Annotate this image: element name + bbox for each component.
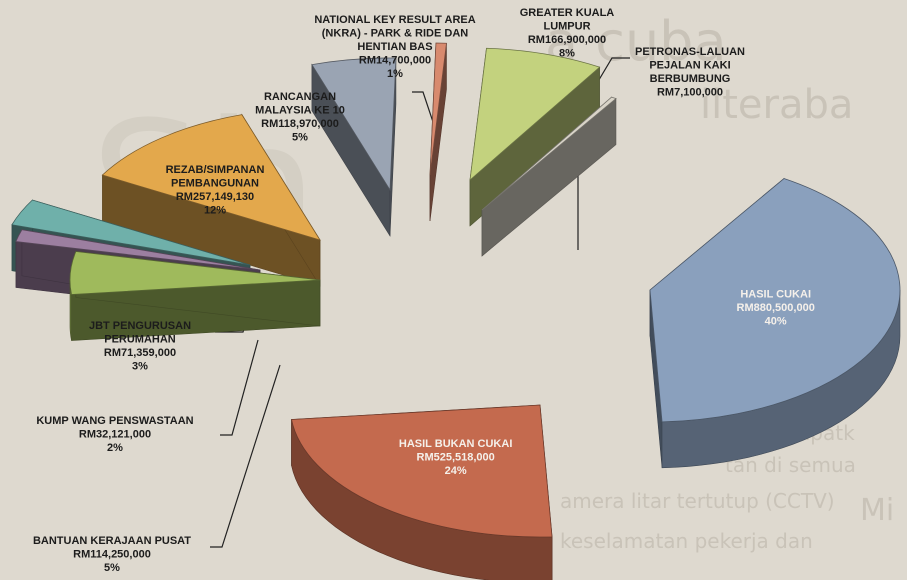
slice-labels: HASIL CUKAI RM880,500,000 40% HASIL BUKAN C… bbox=[33, 7, 815, 574]
slice-label: HASIL BUKAN CUKAI RM525,518,000 24% bbox=[399, 438, 512, 477]
pie-slice-top bbox=[481, 96, 617, 211]
slice-label: KUMP WANG PENSWASTAAN RM32,121,000 2% bbox=[36, 415, 193, 454]
pie-slice-top bbox=[101, 114, 321, 241]
slice-label-line: PEJALAN KAKI bbox=[649, 60, 730, 72]
slice-label-line: NATIONAL KEY RESULT AREA bbox=[314, 14, 475, 26]
pie-slice bbox=[101, 113, 321, 288]
slice-label-line: PETRONAS-LALUAN bbox=[635, 46, 745, 58]
slice-label-line: PEMBANGUNAN bbox=[171, 178, 259, 190]
pie-slice bbox=[481, 96, 617, 257]
slice-label: PETRONAS-LALUAN PEJALAN KAKI BERBUMBUNG RM7… bbox=[635, 46, 745, 99]
bg-text-7: Mi bbox=[860, 493, 894, 528]
slice-label: JBT PENGURUSAN PERUMAHAN RM71,359,000 3% bbox=[89, 320, 191, 373]
slice-label-line: RM118,970,000 bbox=[261, 118, 339, 130]
leader-line bbox=[220, 339, 259, 436]
pie-slice bbox=[311, 57, 397, 238]
slice-label-line: 2% bbox=[107, 442, 123, 454]
pie-slice-top bbox=[649, 178, 901, 423]
slice-label-line: 1% bbox=[387, 68, 403, 80]
slice-label-line: 5% bbox=[104, 562, 120, 574]
pie-slice-top bbox=[15, 229, 261, 271]
slice-label-line: RM71,359,000 bbox=[104, 347, 176, 359]
pie-slice bbox=[469, 47, 601, 227]
slice-label: NATIONAL KEY RESULT AREA (NKRA) - PARK & … bbox=[314, 14, 475, 80]
slice-label: GREATER KUALA LUMPUR RM166,900,000 8% bbox=[520, 7, 615, 60]
pie-slice-top bbox=[291, 404, 553, 538]
slice-label-line: 40% bbox=[765, 316, 787, 328]
leader-line bbox=[412, 91, 436, 129]
slice-label-line: BANTUAN KERAJAAN PUSAT bbox=[33, 535, 191, 547]
slice-label-line: RM32,121,000 bbox=[79, 429, 151, 441]
pie-slice-top bbox=[69, 251, 321, 295]
slice-label-line: GREATER KUALA bbox=[520, 7, 615, 19]
slice-label-line: RM257,149,130 bbox=[176, 191, 254, 203]
slice-label-line: RANCANGAN bbox=[264, 91, 336, 103]
slice-label: HASIL CUKAI RM880,500,000 40% bbox=[737, 289, 815, 328]
slice-label: REZAB/SIMPANAN PEMBANGUNAN RM257,149,130 12… bbox=[166, 164, 265, 217]
slice-label-line: 8% bbox=[559, 48, 575, 60]
pie-slices bbox=[11, 42, 901, 580]
slice-label-line: REZAB/SIMPANAN bbox=[166, 164, 265, 176]
pie-slice bbox=[69, 251, 321, 341]
slice-label-line: (NKRA) - PARK & RIDE DAN bbox=[322, 28, 469, 40]
slice-label-line: LUMPUR bbox=[543, 21, 590, 33]
slice-label-line: 5% bbox=[292, 132, 308, 144]
pie-slice-top bbox=[469, 47, 601, 181]
slice-label-line: RM114,250,000 bbox=[73, 549, 151, 561]
pie-slice bbox=[649, 177, 901, 469]
bg-text-5: amera litar tertutup (CCTV) bbox=[560, 489, 835, 513]
slice-label-line: 12% bbox=[204, 205, 226, 217]
slice-label-line: KUMP WANG PENSWASTAAN bbox=[36, 415, 193, 427]
bg-text-6: keselamatan pekerja dan bbox=[560, 529, 813, 553]
slice-label-line: MALAYSIA KE 10 bbox=[255, 105, 345, 117]
bg-text-2: ilteraba bbox=[700, 82, 853, 128]
slice-label-line: RM7,100,000 bbox=[657, 87, 723, 99]
pie-slice-top bbox=[429, 42, 447, 176]
slice-label-line: 3% bbox=[132, 361, 148, 373]
pie-slice-top bbox=[311, 57, 397, 192]
slice-label-line: HASIL BUKAN CUKAI bbox=[399, 438, 512, 450]
leader-line bbox=[210, 364, 281, 548]
slice-label-line: BERBUMBUNG bbox=[650, 73, 731, 85]
slice-label-line: HASIL CUKAI bbox=[740, 289, 811, 301]
pie-slice bbox=[291, 404, 553, 580]
slice-label-line: PERUMAHAN bbox=[104, 334, 176, 346]
slice-label-line: RM14,700,000 bbox=[359, 55, 431, 67]
slice-label: BANTUAN KERAJAAN PUSAT RM114,250,000 5% bbox=[33, 535, 191, 574]
pie-slice bbox=[429, 42, 447, 222]
slice-label-line: JBT PENGURUSAN bbox=[89, 320, 191, 332]
slice-label-line: HENTIAN BAS bbox=[357, 41, 432, 53]
slice-label-line: RM525,518,000 bbox=[417, 452, 495, 464]
slice-label-line: RM880,500,000 bbox=[737, 302, 815, 314]
slice-label: RANCANGAN MALAYSIA KE 10 RM118,970,000 5% bbox=[255, 91, 345, 144]
slice-label-line: RM166,900,000 bbox=[528, 34, 606, 46]
pie-slice-top bbox=[11, 199, 251, 266]
slice-label-line: 24% bbox=[445, 465, 467, 477]
